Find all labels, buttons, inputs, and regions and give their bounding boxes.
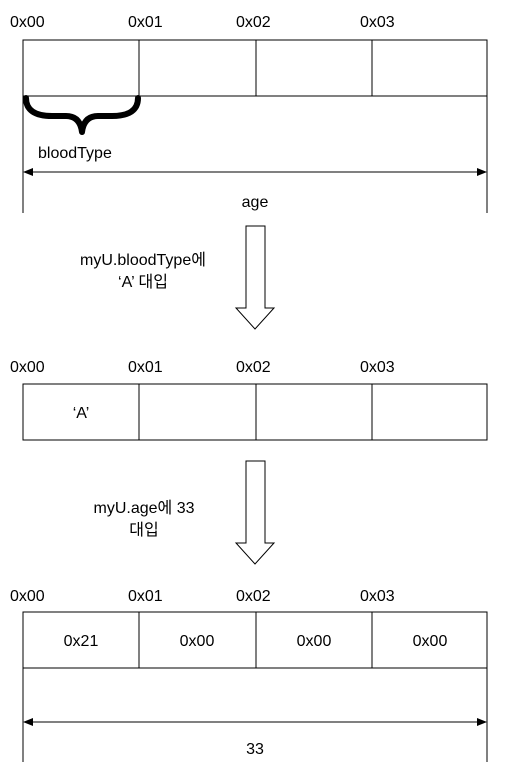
down-arrow-icon: [234, 460, 276, 565]
memory-cell: [22, 39, 140, 97]
address-label: 0x00: [10, 14, 45, 31]
span-label: age: [242, 194, 269, 211]
memory-cell: [371, 383, 488, 441]
transition-caption: myU.bloodType에: [80, 251, 206, 269]
arrow-head: [23, 168, 33, 176]
address-label: 0x01: [128, 14, 163, 31]
address-label: 0x00: [10, 359, 45, 376]
transition-caption: myU.age에 33: [94, 499, 195, 517]
address-label: 0x02: [236, 14, 271, 31]
cell-value: 0x21: [64, 633, 99, 650]
address-label: 0x03: [360, 588, 395, 605]
stage-3: 0x00 0x01 0x02 0x03 0x21 0x00 0x00 0x00 …: [10, 588, 488, 762]
stage-2: 0x00 0x01 0x02 0x03 ‘A’: [10, 359, 488, 441]
cell-value: ‘A’: [73, 405, 90, 422]
address-label: 0x01: [128, 359, 163, 376]
transition-caption: ‘A’ 대입: [118, 273, 168, 291]
cell-value: 0x00: [180, 633, 215, 650]
memory-cell: [255, 39, 373, 97]
address-label: 0x03: [360, 359, 395, 376]
stage-1: 0x00 0x01 0x02 0x03 bloodType age: [10, 14, 488, 213]
transition-caption: 대입: [129, 521, 158, 539]
cell-value: 0x00: [297, 633, 332, 650]
address-label: 0x02: [236, 588, 271, 605]
memory-cell: [255, 383, 373, 441]
arrow-head: [477, 168, 487, 176]
brace-label: bloodType: [38, 145, 112, 162]
address-label: 0x02: [236, 359, 271, 376]
address-label: 0x01: [128, 588, 163, 605]
brace-shape: [23, 95, 141, 135]
address-label: 0x03: [360, 14, 395, 31]
arrow-head: [23, 718, 33, 726]
memory-cell: [371, 39, 488, 97]
transition-2: myU.age에 33 대입: [94, 460, 276, 565]
memory-cell: [138, 383, 257, 441]
memory-cell: [138, 39, 257, 97]
address-label: 0x00: [10, 588, 45, 605]
transition-1: myU.bloodType에 ‘A’ 대입: [80, 225, 276, 330]
down-arrow-icon: [234, 225, 276, 330]
span-label: 33: [246, 741, 264, 758]
memory-cell: [371, 611, 488, 669]
cell-value: 0x00: [413, 633, 448, 650]
arrow-head: [477, 718, 487, 726]
